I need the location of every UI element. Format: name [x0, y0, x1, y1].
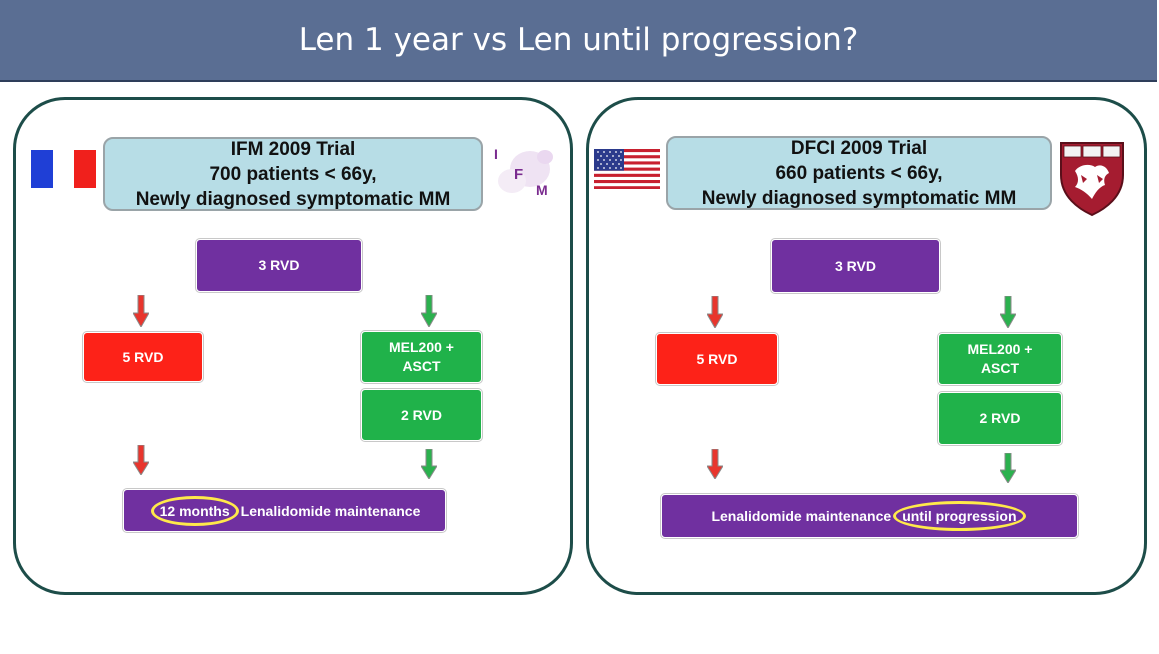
- maintenance-label: Lenalidomide maintenance: [240, 502, 421, 519]
- title-bar: Len 1 year vs Len until progression?: [0, 0, 1157, 82]
- arrow-down-red-icon: [133, 445, 149, 475]
- consolidation-box: 2 RVD: [361, 389, 482, 441]
- maintenance-box: Lenalidomide maintenance until progressi…: [661, 494, 1078, 538]
- france-flag-icon: [31, 150, 96, 188]
- ifm-trial-box: IFM 2009 Trial 700 patients < 66y, Newly…: [103, 137, 483, 211]
- logo-letter-i: I: [494, 146, 498, 162]
- asct-line1: MEL200 +: [967, 341, 1033, 357]
- arrow-down-red-icon: [133, 295, 149, 327]
- duration-highlight: until progression: [893, 501, 1026, 531]
- trial-patients: 700 patients < 66y,: [209, 163, 377, 185]
- trial-population: Newly diagnosed symptomatic MM: [701, 187, 1017, 209]
- asct-line2: ASCT: [402, 358, 441, 374]
- asct-line2: ASCT: [980, 360, 1020, 376]
- maintenance-label: Lenalidomide maintenance: [711, 508, 892, 524]
- induction-box: 3 RVD: [771, 239, 940, 293]
- arrow-down-red-icon: [707, 296, 723, 328]
- trial-population: Newly diagnosed symptomatic MM: [135, 188, 451, 210]
- dfci-trial-box: DFCI 2009 Trial 660 patients < 66y, Newl…: [666, 136, 1052, 210]
- trial-name: IFM 2009 Trial: [230, 138, 356, 160]
- asct-line1: MEL200 +: [389, 339, 454, 355]
- consolidation-box: 2 RVD: [938, 392, 1062, 445]
- asct-box: MEL200 + ASCT: [938, 333, 1062, 385]
- induction-box: 3 RVD: [196, 239, 362, 292]
- asct-box: MEL200 + ASCT: [361, 331, 482, 383]
- arm-a-box: 5 RVD: [656, 333, 778, 385]
- trial-name: DFCI 2009 Trial: [790, 137, 928, 159]
- maintenance-box: 12 months Lenalidomide maintenance: [123, 489, 446, 532]
- trial-patients: 660 patients < 66y,: [775, 162, 943, 184]
- harvard-shield-icon: [1060, 142, 1124, 217]
- logo-letter-f: F: [514, 166, 523, 183]
- arrow-down-green-icon: [1000, 453, 1016, 483]
- ifm-logo-icon: I F M: [494, 146, 553, 198]
- arrow-down-green-icon: [421, 295, 437, 327]
- arm-a-box: 5 RVD: [83, 332, 203, 382]
- arrow-down-red-icon: [707, 449, 723, 479]
- slide-title: Len 1 year vs Len until progression?: [298, 22, 859, 58]
- arrow-down-green-icon: [1000, 296, 1016, 328]
- logo-letter-m: M: [536, 182, 548, 198]
- arrow-down-green-icon: [421, 449, 437, 479]
- duration-highlight: 12 months: [150, 495, 239, 526]
- usa-flag-icon: [594, 149, 660, 189]
